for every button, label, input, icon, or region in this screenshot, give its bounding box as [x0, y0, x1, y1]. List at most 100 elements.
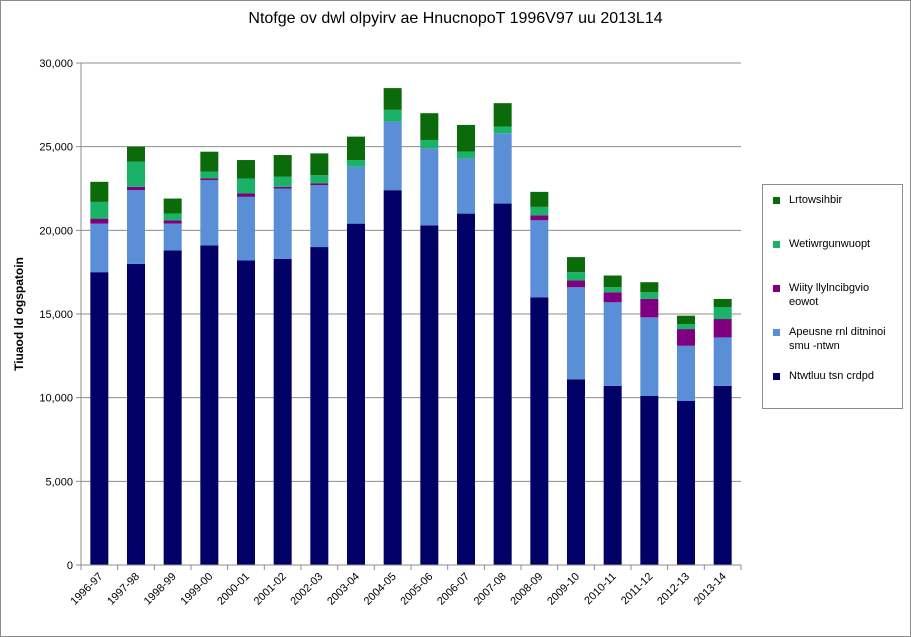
bar-segment [383, 88, 402, 110]
legend-swatch [773, 241, 780, 248]
bar-segment [127, 263, 145, 565]
bar-segment [273, 258, 292, 565]
y-tick-label: 25,000 [39, 142, 73, 154]
bar-segment [273, 186, 292, 189]
bar-segment [163, 220, 182, 224]
x-tick-label: 2012-13 [655, 571, 692, 608]
x-tick-label: 1997-98 [105, 571, 142, 608]
bar-segment [530, 206, 549, 216]
bar-segment [420, 139, 439, 149]
bar-segment [530, 215, 549, 221]
bar-segment [310, 183, 329, 186]
legend-label: Wiity llylncibgvio eowot [789, 282, 870, 308]
bar-segment [677, 329, 695, 346]
bar-segment [237, 260, 255, 565]
legend-item: Lrtowsihbir [773, 193, 901, 207]
bar-segment [457, 213, 475, 565]
bar-segment [457, 151, 475, 159]
bar-segment [200, 180, 219, 246]
legend-swatch [773, 373, 780, 380]
bar-segment [127, 190, 145, 264]
bar-segment [383, 109, 402, 122]
bar-segment [163, 213, 182, 221]
bar-segment [640, 282, 659, 293]
bars [90, 88, 732, 566]
legend-label: Lrtowsihbir [789, 194, 843, 206]
legend-swatch [773, 285, 780, 292]
bar-segment [677, 315, 695, 325]
bar-segment [310, 247, 329, 566]
bar-segment [237, 193, 255, 197]
bar-segment [567, 280, 585, 288]
x-tick-label: 1999-00 [178, 571, 215, 608]
bar-segment [90, 181, 109, 202]
bar-segment [530, 220, 549, 298]
bar-segment [493, 133, 512, 204]
bar-segment [200, 178, 219, 181]
bar-segment [640, 317, 659, 396]
y-tick-label: 15,000 [39, 309, 73, 321]
bar-segment [200, 151, 219, 172]
bar-segment [457, 124, 475, 152]
bar-segment [457, 158, 475, 214]
bar-segment [127, 186, 145, 191]
x-tick-label: 2000-01 [215, 571, 252, 608]
bar-segment [420, 225, 439, 565]
legend-item: Apeusne rnl ditninoi smu -ntwn [773, 325, 901, 353]
bar-segment [273, 155, 292, 177]
x-tick-label: 2009-10 [545, 571, 582, 608]
bar-segment [90, 272, 109, 565]
bar-segment [567, 379, 585, 565]
x-tick-label: 2002-03 [288, 571, 325, 608]
bar-segment [713, 298, 732, 308]
bar-segment [567, 272, 585, 281]
bar-segment [127, 146, 145, 162]
bar-segment [200, 171, 219, 179]
bar-segment [237, 196, 255, 261]
bar-segment [493, 103, 512, 127]
x-tick-label: 1996-97 [68, 571, 105, 608]
bar-segment [640, 292, 659, 299]
bar-segment [603, 385, 622, 565]
bar-segment [713, 337, 732, 386]
y-tick-label: 5,000 [45, 476, 73, 488]
bar-segment [713, 319, 732, 338]
bar-segment [163, 250, 182, 565]
bar-segment [90, 218, 109, 224]
bar-segment [237, 160, 255, 179]
legend-label: Wetiwrgunwuopt [789, 238, 871, 250]
chart-title: Ntofge ov dwl olpyirv ae HnucnopoT 1996V… [248, 10, 663, 27]
legend: Lrtowsihbir Wetiwrgunwuopt Wiity llylncibg… [762, 184, 903, 409]
bar-segment [127, 161, 145, 187]
bar-segment [420, 148, 439, 226]
bar-segment [347, 160, 365, 167]
x-tick-label: 2011-12 [619, 571, 655, 607]
bar-segment [347, 136, 365, 161]
x-tick-label: 2001-02 [252, 571, 289, 608]
bar-segment [603, 292, 622, 303]
bar-segment [640, 395, 659, 565]
bar-segment [347, 223, 365, 565]
y-tick-label: 10,000 [39, 393, 73, 405]
bar-segment [603, 287, 622, 293]
bar-segment [603, 302, 622, 386]
bar-segment [90, 201, 109, 219]
x-tick-label: 2003-04 [325, 571, 362, 608]
x-tick-label: 2008-09 [508, 571, 545, 608]
x-tick-label: 2013-14 [692, 571, 729, 608]
bar-segment [273, 188, 292, 259]
legend-item: Ntwtluu tsn crdpd [773, 369, 901, 383]
bar-segment [530, 191, 549, 207]
bar-segment [493, 203, 512, 565]
bar-segment [567, 257, 585, 273]
bar-segment [677, 324, 695, 330]
bar-segment [603, 275, 622, 288]
x-tick-label: 2010-11 [582, 571, 618, 607]
x-tick-label: 2004-05 [362, 571, 399, 608]
bar-segment [163, 198, 182, 214]
bar-segment [273, 176, 292, 187]
y-tick-label: 30,000 [39, 58, 73, 70]
bar-segment [237, 178, 255, 194]
x-tick-label: 2006-07 [435, 571, 472, 608]
